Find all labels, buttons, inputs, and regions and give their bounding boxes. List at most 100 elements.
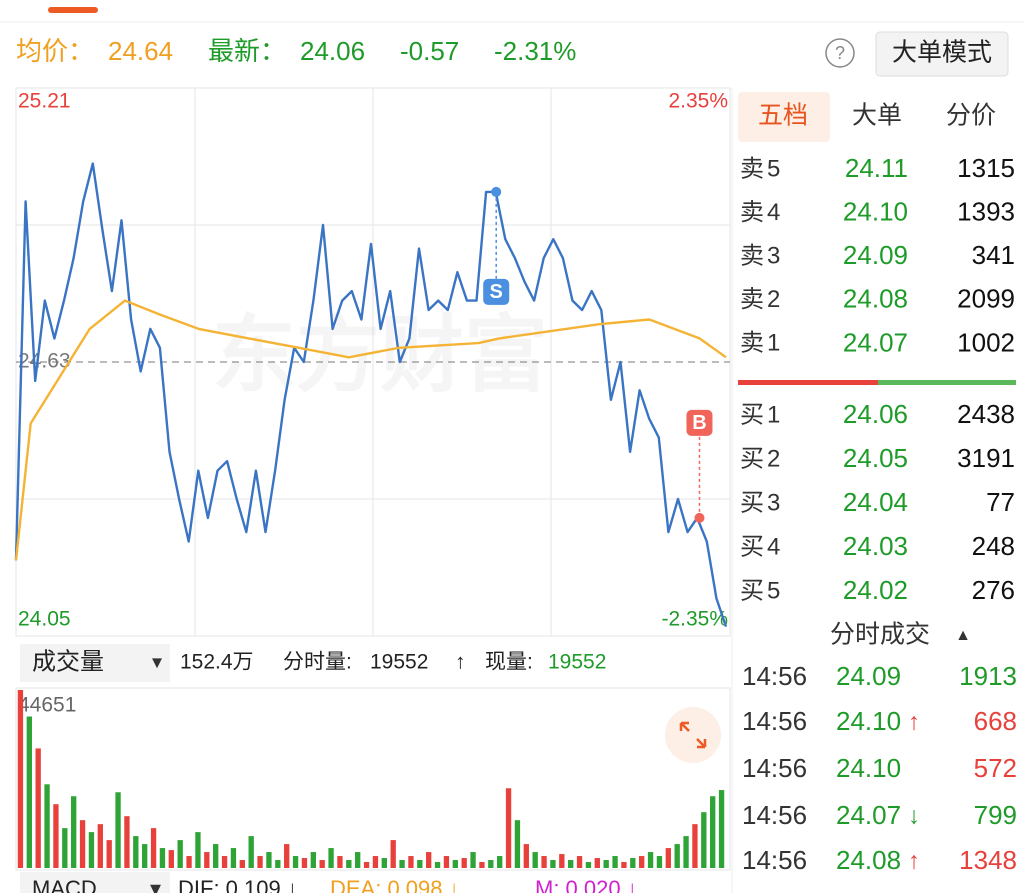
order-volume: 1393 xyxy=(957,196,1015,226)
volume-bar xyxy=(470,852,476,868)
volume-bar xyxy=(71,796,77,868)
order-label: 卖4 xyxy=(740,199,783,226)
volume-total: 152.4万 xyxy=(180,651,254,674)
y-tick-label: 24.63 xyxy=(18,350,71,373)
signal-label: S xyxy=(490,281,503,303)
volume-bar xyxy=(603,860,609,868)
y-tick-label: 25.21 xyxy=(18,90,71,113)
order-label: 买5 xyxy=(740,577,783,604)
help-icon[interactable] xyxy=(825,38,855,68)
order-price: 24.02 xyxy=(843,575,908,605)
order-price: 24.05 xyxy=(843,443,908,473)
volume-bar xyxy=(301,858,308,868)
volume-bar xyxy=(239,860,245,868)
volume-bar xyxy=(461,858,467,868)
help-text[interactable]: ? xyxy=(835,43,845,63)
volume-selector[interactable] xyxy=(20,644,170,682)
volume-selector[interactable]: 成交量 xyxy=(32,648,104,675)
order-volume: 2438 xyxy=(957,399,1015,429)
trade-price: 24.10 xyxy=(836,706,901,736)
price-line xyxy=(14,162,728,627)
volume-bar xyxy=(532,852,538,868)
volume-frame xyxy=(15,687,731,871)
signal-point xyxy=(491,186,502,197)
volume-bar xyxy=(576,856,583,868)
trade-arrow: ↓ xyxy=(908,802,920,829)
order-volume: 3191 xyxy=(957,443,1015,473)
order-label: 买4 xyxy=(740,533,783,560)
volume-bar xyxy=(319,860,325,868)
price-line xyxy=(14,299,727,561)
order-price: 24.09 xyxy=(843,240,908,270)
volume-bar xyxy=(310,852,316,868)
trade-volume: 1913 xyxy=(959,661,1017,691)
volume-bar xyxy=(124,816,130,868)
volume-bar xyxy=(88,832,95,868)
order-price: 24.07 xyxy=(843,327,908,357)
volume-bar xyxy=(372,856,379,868)
volume-bar xyxy=(230,848,237,868)
volume-bar xyxy=(346,860,352,868)
trade-time: 14:56 xyxy=(742,845,807,875)
volume-bar xyxy=(630,858,636,868)
volume-bar xyxy=(390,840,396,868)
expand-button[interactable] xyxy=(665,707,721,763)
order-label: 卖3 xyxy=(740,243,783,270)
trade-time: 14:56 xyxy=(742,800,807,830)
volume-bar xyxy=(142,844,148,868)
volume-bar xyxy=(62,828,68,868)
volume-bar xyxy=(639,856,645,868)
trades-caret[interactable]: ▲ xyxy=(955,627,971,644)
volume-bar xyxy=(44,784,50,868)
volume-bar xyxy=(665,848,671,868)
volume-bar xyxy=(710,796,716,868)
active-tab[interactable] xyxy=(738,92,830,142)
order-label: 买3 xyxy=(740,489,783,516)
macd-selector[interactable]: MACD xyxy=(32,876,97,893)
macd-selector[interactable] xyxy=(20,872,170,893)
volume-bar xyxy=(701,812,707,868)
macd-dea: DEA: 0.098 ↓ xyxy=(330,876,460,893)
order-price: 24.06 xyxy=(843,399,908,429)
volume-bar xyxy=(355,852,361,868)
macd-caret[interactable]: ▾ xyxy=(150,876,161,893)
order-ratio-red xyxy=(738,380,878,385)
signal-label: B xyxy=(692,412,706,434)
volume-bar xyxy=(266,852,272,868)
signal-badge xyxy=(686,409,713,436)
volume-bar xyxy=(505,788,512,868)
volume-bar xyxy=(133,836,139,868)
order-label: 卖5 xyxy=(740,155,783,182)
y-tick-label: 44651 xyxy=(18,694,76,717)
volume-caret[interactable]: ▾ xyxy=(152,651,162,673)
latest-label: 最新： xyxy=(208,36,286,66)
mode-button-text[interactable]: 大单模式 xyxy=(892,39,992,67)
volume-bar xyxy=(79,820,86,868)
volume-bar xyxy=(692,824,698,868)
trade-time: 14:56 xyxy=(742,661,807,691)
volume-bar xyxy=(488,860,494,868)
macd-dif: DIF: 0.109 ↓ xyxy=(178,876,298,893)
order-tab[interactable]: 五档 xyxy=(758,102,808,130)
volume-bar xyxy=(53,804,59,868)
trade-price: 24.10 xyxy=(836,753,901,783)
avg-label: 均价： xyxy=(16,36,94,66)
volume-bar xyxy=(523,844,529,868)
expand-icon[interactable] xyxy=(679,721,707,749)
latest-price: 24.06 xyxy=(300,36,365,66)
volume-bar xyxy=(204,852,210,868)
volume-bar xyxy=(97,824,103,868)
order-tab[interactable]: 分价 xyxy=(946,102,996,130)
volume-now-volume: 19552 xyxy=(548,651,606,674)
mode-button[interactable] xyxy=(875,31,1009,77)
order-label: 卖2 xyxy=(740,286,783,313)
order-tab[interactable]: 大单 xyxy=(852,102,902,130)
volume-bar xyxy=(514,820,521,868)
volume-bar xyxy=(443,856,450,868)
order-volume: 248 xyxy=(972,531,1015,561)
volume-bar xyxy=(568,860,574,868)
volume-bar xyxy=(248,836,254,868)
volume-bar xyxy=(115,792,121,868)
volume-bar xyxy=(337,856,343,868)
trades-title[interactable]: 分时成交 xyxy=(830,621,930,649)
